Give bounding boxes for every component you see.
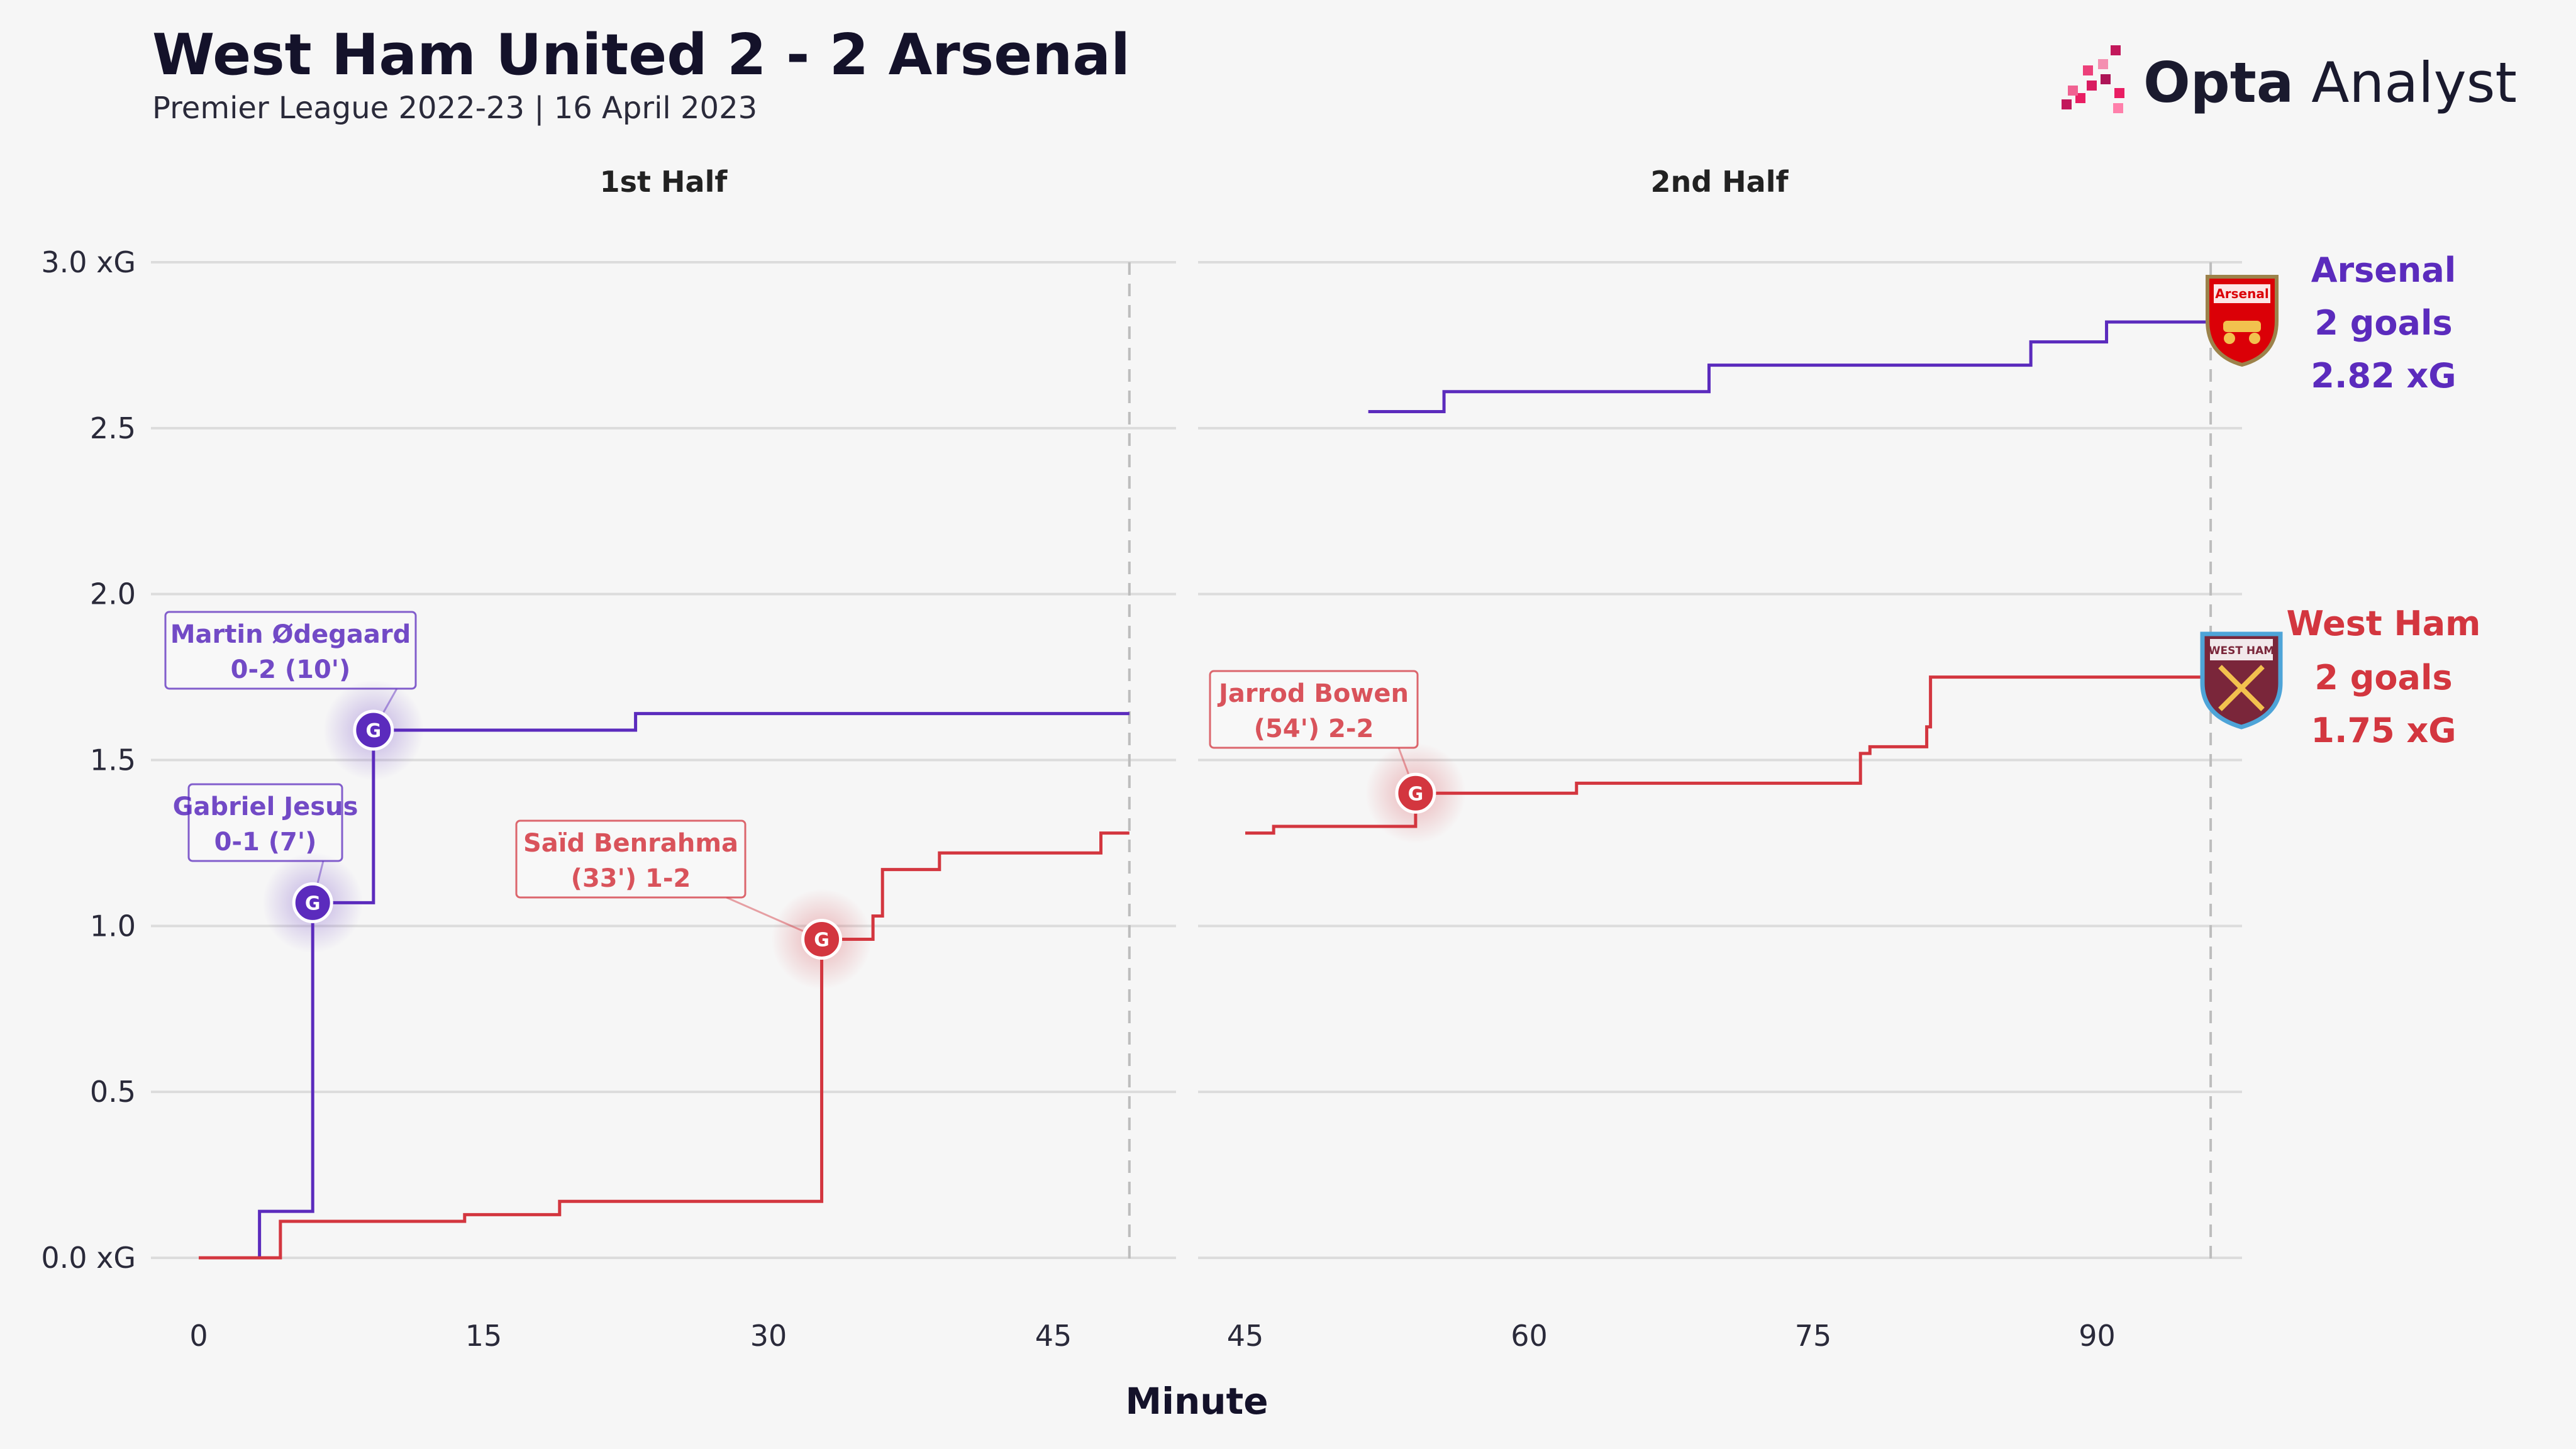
goal-marker xyxy=(353,709,394,751)
arsenal-xg: 2.82 xG xyxy=(2311,356,2456,396)
goal-scorer-label: Martin Ødegaard xyxy=(170,620,411,649)
annotation-box xyxy=(515,819,747,899)
y-tick-label: 1.0 xyxy=(90,909,136,943)
goal-score-label: (33') 1-2 xyxy=(571,864,691,893)
opta-logo-text: Opta Analyst xyxy=(2143,50,2517,115)
goal-marker xyxy=(292,882,333,923)
y-tick-label: 2.0 xyxy=(90,577,136,611)
arsenal-crest-icon: Arsenal xyxy=(2206,275,2279,367)
y-axis-ticks: 0.0 xG 0.5 1.0 1.5 2.0 2.5 3.0 xG xyxy=(41,245,136,1275)
goal-scorer-label: Jarrod Bowen xyxy=(1217,679,1409,708)
second-half-title: 2nd Half xyxy=(1650,165,1789,199)
gridlines xyxy=(151,261,2242,1261)
goal-marker-label: G xyxy=(305,892,321,914)
svg-text:WEST HAM: WEST HAM xyxy=(2209,645,2274,657)
x-axis-ticks: 0 15 30 45 45 60 75 90 xyxy=(189,1319,2115,1353)
goal-annotations: Gabriel Jesus 0-1 (7') G Martin Ødegaard 0-2… xyxy=(164,611,1466,990)
svg-text:Arsenal: Arsenal xyxy=(2215,286,2268,301)
opta-logo-mark-icon xyxy=(2062,45,2124,113)
y-tick-label: 2.5 xyxy=(90,411,136,445)
goal-marker xyxy=(801,918,843,960)
x-tick-label: 0 xyxy=(189,1319,208,1353)
annotation-box xyxy=(187,783,343,862)
goal-score-label: 0-2 (10') xyxy=(231,655,351,684)
goal-marker-label: G xyxy=(366,720,382,742)
annotation-box xyxy=(164,611,417,690)
westham-goals: 2 goals xyxy=(2314,658,2452,697)
goal-annotation: Martin Ødegaard 0-2 (10') G xyxy=(164,611,424,781)
annotation-box xyxy=(1209,670,1419,749)
chart-subtitle: Premier League 2022-23 | 16 April 2023 xyxy=(152,91,757,126)
x-tick-label: 15 xyxy=(465,1319,502,1353)
goal-scorer-label: Gabriel Jesus xyxy=(173,792,358,821)
goal-scorer-label: Saïd Benrahma xyxy=(523,829,738,858)
west-ham-crest-icon: WEST HAM xyxy=(2200,631,2283,730)
arsenal-goals: 2 goals xyxy=(2314,303,2452,343)
first-half-title: 1st Half xyxy=(600,165,728,199)
y-tick-label: 0.0 xG xyxy=(41,1241,136,1275)
opta-analyst-logo: Opta Analyst xyxy=(2062,45,2517,115)
x-tick-label: 45 xyxy=(1035,1319,1072,1353)
westham-xg: 1.75 xG xyxy=(2311,711,2456,750)
y-tick-label: 1.5 xyxy=(90,743,136,777)
x-tick-label: 60 xyxy=(1511,1319,1548,1353)
series-lines xyxy=(199,320,2211,1260)
goal-annotation: Gabriel Jesus 0-1 (7') G xyxy=(173,783,364,953)
goal-annotation: Jarrod Bowen (54') 2-2 G xyxy=(1209,670,1466,844)
westham-team-name: West Ham xyxy=(2287,604,2481,643)
goal-marker-label: G xyxy=(814,929,830,951)
x-axis-title: Minute xyxy=(1125,1380,1268,1423)
westham-summary: WEST HAM West Ham 2 goals 1.75 xG xyxy=(2200,604,2481,750)
goal-score-label: (54') 2-2 xyxy=(1254,714,1374,743)
goal-marker-label: G xyxy=(1408,783,1424,805)
y-tick-label: 3.0 xG xyxy=(41,245,136,279)
goal-score-label: 0-1 (7') xyxy=(214,828,317,857)
series-line-arsenal-second-half xyxy=(1368,320,2211,413)
x-tick-label: 45 xyxy=(1227,1319,1264,1353)
x-tick-label: 90 xyxy=(2079,1319,2116,1353)
goal-marker xyxy=(1395,772,1436,814)
series-line-west-ham-second-half xyxy=(1245,675,2211,835)
arsenal-team-name: Arsenal xyxy=(2311,250,2457,290)
y-tick-label: 0.5 xyxy=(90,1075,136,1109)
x-tick-label: 30 xyxy=(750,1319,787,1353)
x-tick-label: 75 xyxy=(1795,1319,1832,1353)
chart-title: West Ham United 2 - 2 Arsenal xyxy=(152,22,1130,88)
arsenal-summary: Arsenal Arsenal 2 goals 2.82 xG xyxy=(2206,250,2457,396)
goal-annotation: Saïd Benrahma (33') 1-2 G xyxy=(515,819,872,990)
